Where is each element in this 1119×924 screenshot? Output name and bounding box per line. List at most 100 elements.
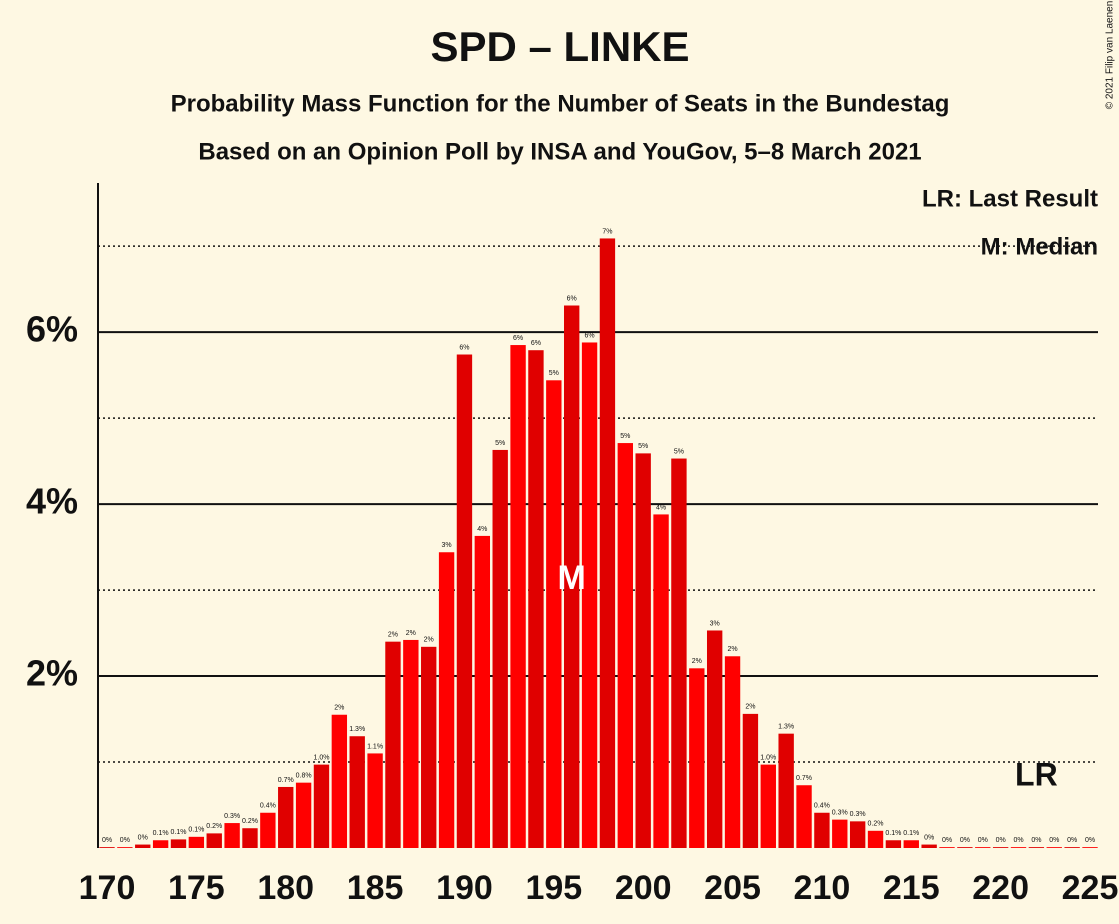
bar [921,844,937,848]
value-label: 0% [1067,837,1077,844]
bar [206,833,222,848]
chart-subtitle: Probability Mass Function for the Number… [171,90,950,117]
chart-subtitle: Based on an Opinion Poll by INSA and You… [198,138,921,165]
value-label: 0.7% [796,775,812,782]
bar [170,839,187,848]
value-label: 1.0% [760,754,776,761]
bar [117,847,133,848]
bar [1010,847,1027,848]
last-result-marker: LR [1015,756,1058,792]
bar [564,305,580,848]
x-tick-label: 190 [436,869,493,907]
value-label: 1.3% [349,726,365,733]
bar [653,514,669,848]
value-label: 7% [602,228,612,235]
value-label: 1.3% [778,723,794,730]
y-tick-label: 4% [26,481,78,522]
bar [706,630,723,848]
bar [278,786,294,848]
bar [528,350,544,848]
value-label: 0.2% [868,821,884,828]
value-label: 1.1% [367,743,383,750]
bar [581,342,598,848]
value-label: 3% [442,542,452,549]
bar [1064,847,1080,848]
value-label: 0.1% [171,829,187,836]
value-label: 0.3% [224,813,240,820]
bar [939,847,955,848]
chart-title: SPD – LINKE [430,23,689,70]
bar [224,823,240,848]
bar [778,733,794,848]
bar [832,819,848,848]
bar [295,782,312,848]
bar [885,840,902,848]
bar [546,380,562,848]
value-label: 0% [1049,837,1059,844]
bar [635,453,651,848]
value-label: 0% [996,837,1006,844]
value-label: 0.3% [850,811,866,818]
value-label: 0.3% [832,809,848,816]
y-tick-label: 6% [26,309,78,350]
bar [1046,847,1062,848]
value-label: 0.4% [260,803,276,810]
bar [975,847,991,848]
bar [903,840,919,848]
bar [349,736,365,848]
value-label: 0% [978,837,988,844]
value-label: 3% [710,620,720,627]
x-tick-label: 225 [1062,869,1119,907]
value-label: 2% [424,637,434,644]
bar [421,646,437,848]
bar [1082,847,1098,848]
bar [671,458,687,848]
value-label: 5% [495,440,505,447]
value-label: 0.8% [296,773,312,780]
bar [957,847,973,848]
bar [331,714,348,848]
value-label: 2% [388,632,398,639]
value-label: 0.2% [242,818,258,825]
value-label: 0% [138,834,148,841]
value-label: 2% [745,704,755,711]
bar [242,828,258,848]
value-label: 2% [692,658,702,665]
value-label: 0% [1013,837,1023,844]
bar [510,345,526,848]
bar [99,847,115,848]
value-label: 4% [477,526,487,533]
bar [724,656,741,848]
value-label: 0% [924,834,934,841]
bar [599,238,616,848]
value-label: 0% [120,837,130,844]
bar [617,443,633,848]
bar [849,821,866,848]
bar [438,552,455,848]
bar [492,449,508,848]
bar [867,830,884,848]
value-label: 0% [942,837,952,844]
value-label: 0.1% [188,827,204,834]
bar [188,836,205,848]
value-label: 6% [567,295,577,302]
bar [367,753,383,848]
bar [403,639,419,848]
x-tick-label: 220 [972,869,1029,907]
bar [313,764,330,848]
x-tick-label: 185 [347,869,404,907]
bar [385,641,401,848]
value-label: 0% [102,837,112,844]
value-label: 6% [531,340,541,347]
y-tick-label: 2% [26,653,78,694]
value-label: 5% [549,370,559,377]
value-label: 0.4% [814,803,830,810]
bar [992,847,1009,848]
value-label: 5% [638,443,648,450]
legend-entry: LR: Last Result [922,185,1098,212]
value-label: 5% [674,448,684,455]
value-label: 6% [513,335,523,342]
bar [152,840,169,848]
value-label: 5% [620,433,630,440]
